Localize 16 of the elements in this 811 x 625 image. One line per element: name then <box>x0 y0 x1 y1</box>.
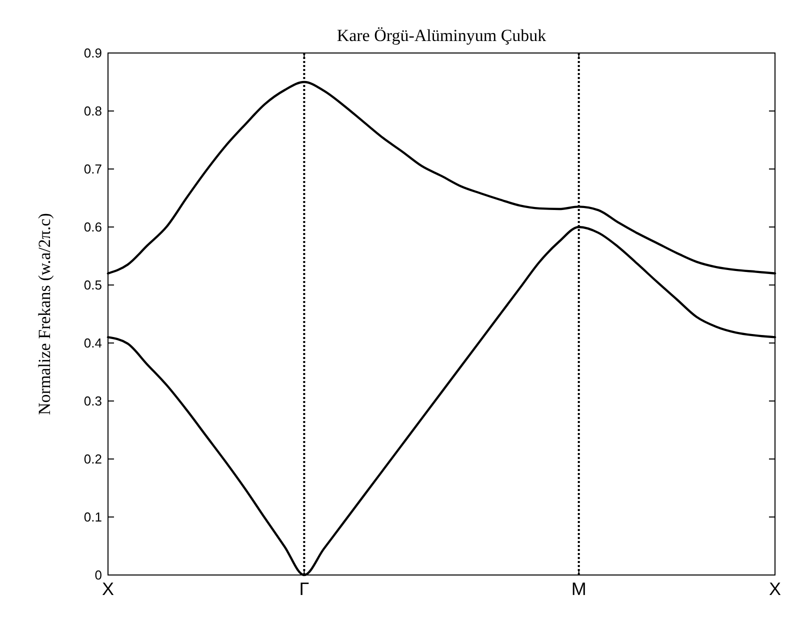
y-tick-label: 0.4 <box>84 336 102 351</box>
y-tick-label: 0.8 <box>84 104 102 119</box>
chart-title: Kare Örgü-Alüminyum Çubuk <box>336 26 547 45</box>
x-tick-label: X <box>102 579 114 599</box>
y-tick-label: 0.6 <box>84 220 102 235</box>
y-tick-label: 0.3 <box>84 394 102 409</box>
y-tick-label: 0.2 <box>84 452 102 467</box>
y-tick-label: 0.5 <box>84 278 102 293</box>
y-axis-title: Normalize Frekans (w.a/2π.c) <box>35 213 54 415</box>
y-tick-label: 0.9 <box>84 46 102 61</box>
x-tick-label: M <box>571 579 586 599</box>
x-tick-label: Γ <box>299 579 310 599</box>
y-tick-label: 0.7 <box>84 162 102 177</box>
x-tick-label: X <box>768 579 782 599</box>
y-tick-label: 0 <box>94 568 102 583</box>
y-tick-label: 0.1 <box>84 510 102 525</box>
